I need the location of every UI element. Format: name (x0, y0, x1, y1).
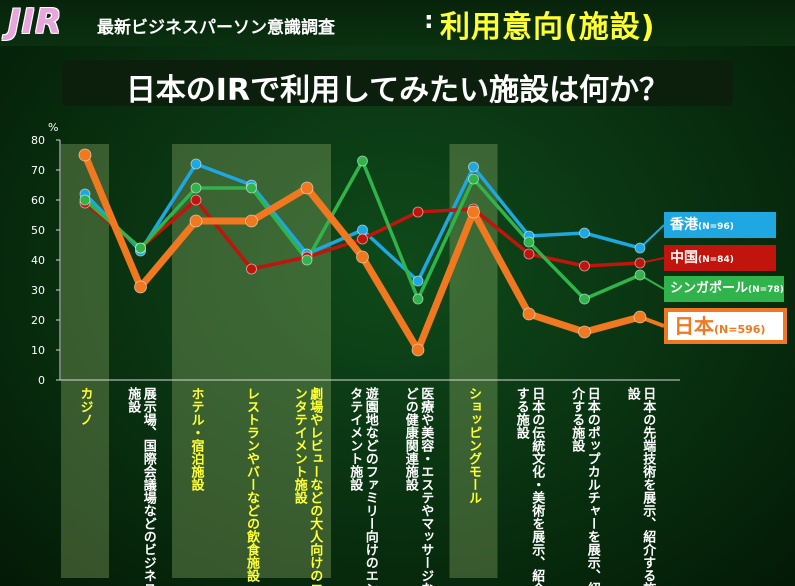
y-unit-label: % (48, 121, 58, 134)
y-tick-label: 40 (31, 254, 45, 267)
category-label-1: 展示場、国際会議場などのビジネス施設 (125, 386, 156, 586)
data-point-1-5: 中国: 47 (357, 233, 368, 245)
legend-sample-size: (N=78) (748, 285, 784, 295)
data-point-0-10: 香港: 44 (634, 242, 646, 254)
topic-title: 利用意向(施設) (440, 10, 656, 45)
legend-sample-size: (N=96) (698, 222, 734, 232)
data-point-2-7: シンガポール: 67 (468, 173, 479, 185)
data-point-2-0: シンガポール: 60 (79, 194, 91, 206)
y-tick-label: 10 (31, 344, 45, 357)
legend-name: シンガポール (670, 281, 749, 296)
data-point-1-6: 中国: 56 (412, 206, 424, 218)
category-label-8: 日本の伝統文化・美術を展示、紹介する施設 (514, 387, 546, 586)
category-label-3: レストランやバーなどの飲食施設 (244, 387, 261, 583)
y-tick-label: 70 (31, 164, 45, 177)
data-point-3-4: 日本: 64 (300, 181, 314, 195)
y-tick-label: 60 (31, 194, 45, 207)
data-point-1-2: 中国: 60 (190, 194, 202, 206)
legend-name: 日本 (674, 314, 714, 338)
data-point-3-3: 日本: 53 (245, 214, 258, 228)
data-point-0-2: 香港: 72 (190, 158, 202, 170)
data-point-3-10: 日本: 21 (633, 310, 647, 324)
legend-item-3: 日本(N=596) (664, 308, 787, 344)
data-point-2-6: シンガポール: 27 (412, 293, 424, 305)
data-point-0-7: 香港: 71 (468, 161, 479, 173)
data-point-2-9: シンガポール: 27 (579, 293, 590, 305)
title-separator: : (424, 6, 434, 34)
legend-sample-size: (N=596) (714, 323, 766, 336)
legend-item-2: シンガポール(N=78) (664, 276, 784, 302)
legend-sample-size: (N=84) (698, 255, 734, 265)
category-label-2: ホテル・宿泊施設 (189, 387, 205, 492)
data-point-0-9: 香港: 49 (579, 227, 590, 239)
header-bar: JIR 最新ビジネスパーソン意識調査 : 利用意向(施設) (0, 0, 795, 46)
data-point-3-1: 日本: 31 (134, 280, 147, 294)
data-point-1-9: 中国: 38 (579, 260, 590, 272)
y-tick-label: 50 (31, 224, 45, 237)
data-point-3-9: 日本: 16 (578, 325, 591, 339)
category-label-7: ショッピングモール (466, 387, 482, 504)
data-point-3-7: 日本: 56 (467, 205, 480, 219)
y-tick-label: 0 (38, 374, 45, 387)
y-tick-label: 80 (31, 134, 45, 147)
data-point-3-0: 日本: 75 (78, 148, 92, 162)
jir-logo: JIR (8, 2, 63, 42)
data-point-3-5: 日本: 41 (356, 250, 369, 264)
data-point-2-4: シンガポール: 40 (301, 254, 313, 266)
category-label-6: 医療や美容・エステやマッサージなどの健康関連施設 (403, 387, 435, 586)
y-tick-label: 20 (31, 314, 45, 327)
legend-connector-0 (639, 224, 665, 249)
data-point-3-6: 日本: 10 (411, 343, 425, 357)
data-point-2-1: シンガポール: 44 (135, 242, 146, 254)
data-point-1-10: 中国: 39 (634, 257, 646, 269)
category-label-5: 遊園地などのファミリー向けのエンタテイメント施設 (347, 386, 378, 586)
data-point-0-6: 香港: 33 (412, 275, 424, 287)
category-label-9: 日本のポップカルチャーを展示、紹介する施設 (569, 386, 600, 586)
data-point-2-8: シンガポール: 46 (523, 236, 535, 248)
chart-title-box: 日本のIRで利用してみたい施設は何か？ (62, 60, 733, 108)
data-point-2-3: シンガポール: 64 (246, 182, 257, 194)
legend-name: 香港 (670, 217, 698, 233)
data-point-2-2: シンガポール: 64 (190, 182, 202, 194)
data-point-1-8: 中国: 42 (523, 248, 535, 260)
category-label-4: 劇場やレビューなどの大人向けのエンタテイメント施設 (292, 386, 323, 586)
category-label-10: 日本の先端技術を展示、紹介する施設 (625, 386, 657, 586)
survey-title: 最新ビジネスパーソン意識調査 (97, 18, 335, 38)
data-point-2-10: シンガポール: 35 (634, 269, 646, 281)
data-point-2-5: シンガポール: 73 (357, 155, 368, 167)
chart-title: 日本のIRで利用してみたい施設は何か？ (125, 73, 670, 108)
y-tick-label: 30 (31, 284, 45, 297)
data-point-3-2: 日本: 53 (189, 214, 203, 228)
data-point-3-8: 日本: 22 (522, 307, 536, 321)
legend-item-1: 中国(N=84) (664, 245, 776, 271)
data-point-0-5: 香港: 50 (357, 224, 368, 236)
category-label-0: カジノ (78, 387, 94, 426)
legend-name: 中国 (670, 250, 698, 266)
legend-item-0: 香港(N=96) (664, 212, 776, 238)
data-point-1-3: 中国: 37 (246, 263, 257, 275)
